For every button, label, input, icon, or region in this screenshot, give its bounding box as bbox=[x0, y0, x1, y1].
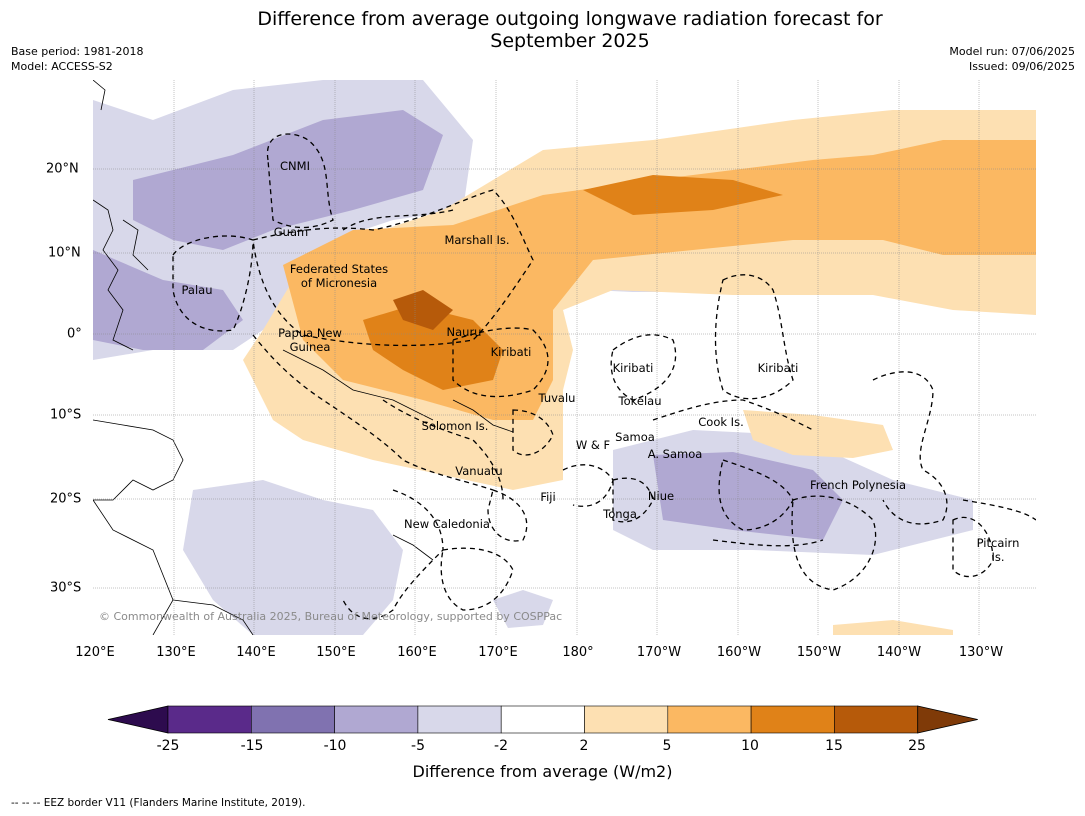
colorbar-tick: 10 bbox=[741, 738, 759, 754]
label-guam: Guam bbox=[274, 225, 308, 239]
lat-tick: 0° bbox=[67, 326, 82, 342]
label-kiribati-east: Kiribati bbox=[758, 361, 799, 375]
title-line-2: September 2025 bbox=[490, 30, 650, 52]
label-fiji: Fiji bbox=[540, 490, 555, 504]
label-marshall-is: Marshall Is. bbox=[444, 233, 509, 247]
lon-tick: 170°W bbox=[636, 645, 682, 660]
colorbar-swatch bbox=[750, 705, 835, 734]
lat-tick: 20°N bbox=[46, 161, 79, 177]
map-title: Difference from average outgoing longwav… bbox=[0, 8, 1085, 52]
colorbar bbox=[107, 705, 978, 734]
colorbar-tick: 5 bbox=[662, 738, 672, 754]
colorbar-tick: -5 bbox=[411, 738, 425, 754]
colorbar-tick: -10 bbox=[323, 738, 347, 754]
title-line-1: Difference from average outgoing longwav… bbox=[257, 8, 883, 30]
lon-tick: 130°E bbox=[156, 645, 196, 660]
label-niue: Niue bbox=[648, 489, 674, 503]
colorbar-extend-high bbox=[917, 705, 978, 734]
lon-tick: 180° bbox=[562, 645, 594, 660]
lon-tick: 160°E bbox=[397, 645, 437, 660]
colorbar-tick: 15 bbox=[825, 738, 843, 754]
label-solomon-is: Solomon Is. bbox=[422, 419, 489, 433]
colorbar-tick: 25 bbox=[908, 738, 926, 754]
coastlines bbox=[93, 80, 514, 635]
colorbar-swatch bbox=[500, 705, 585, 734]
meta-left: Base period: 1981-2018 Model: ACCESS-S2 bbox=[11, 44, 143, 74]
label-vanuatu: Vanuatu bbox=[455, 464, 502, 478]
label-wallis-futuna: W & F bbox=[576, 438, 610, 452]
label-cnmi: CNMI bbox=[280, 159, 310, 173]
lon-tick: 140°W bbox=[876, 645, 922, 660]
lon-tick: 150°W bbox=[796, 645, 842, 660]
label-nauru: Nauru bbox=[447, 325, 482, 339]
lon-tick: 160°W bbox=[716, 645, 762, 660]
colorbar-extend-low bbox=[107, 705, 169, 734]
colorbar-swatch bbox=[167, 705, 252, 734]
negative-anomaly-fields bbox=[93, 80, 973, 635]
model-name: Model: ACCESS-S2 bbox=[11, 60, 113, 73]
label-cook-is: Cook Is. bbox=[698, 415, 743, 429]
label-tuvalu: Tuvalu bbox=[538, 391, 576, 405]
colorbar-swatch bbox=[334, 705, 419, 734]
colorbar-title: Difference from average (W/m2) bbox=[412, 762, 673, 781]
label-png-line1: Papua New bbox=[278, 326, 342, 340]
label-new-caledonia: New Caledonia bbox=[404, 517, 490, 531]
lat-tick: 10°N bbox=[48, 245, 81, 261]
lat-tick: 20°S bbox=[50, 491, 82, 507]
region-labels: CNMI Guam Marshall Is. Federated States … bbox=[182, 159, 1020, 564]
issued-date: Issued: 09/06/2025 bbox=[968, 60, 1075, 73]
model-run: Model run: 07/06/2025 bbox=[949, 45, 1075, 58]
lon-tick: 130°W bbox=[958, 645, 1004, 660]
colorbar-swatch bbox=[834, 705, 919, 734]
colorbar-tick: -15 bbox=[240, 738, 264, 754]
label-kiribati-west: Kiribati bbox=[491, 345, 532, 359]
graticule bbox=[93, 80, 1036, 635]
meta-right: Model run: 07/06/2025 Issued: 09/06/2025 bbox=[949, 44, 1075, 74]
label-samoa: Samoa bbox=[615, 430, 655, 444]
label-tonga: Tonga bbox=[602, 507, 637, 521]
label-american-samoa: A. Samoa bbox=[648, 447, 703, 461]
colorbar-swatches bbox=[107, 705, 978, 734]
label-tokelau: Tokelau bbox=[618, 394, 662, 408]
colorbar-tick: -2 bbox=[494, 738, 508, 754]
colorbar-swatch bbox=[417, 705, 502, 734]
base-period: Base period: 1981-2018 bbox=[11, 45, 144, 58]
eez-legend-note: -- -- -- EEZ border V11 (Flanders Marine… bbox=[11, 797, 306, 809]
label-palau: Palau bbox=[182, 283, 213, 297]
lat-tick: 30°S bbox=[50, 580, 82, 596]
label-fsm-line1: Federated States bbox=[290, 262, 388, 276]
label-pitcairn-line2: Is. bbox=[991, 550, 1004, 564]
colorbar-swatch bbox=[251, 705, 335, 734]
copyright-notice: © Commonwealth of Australia 2025, Bureau… bbox=[99, 610, 562, 623]
lon-tick: 150°E bbox=[316, 645, 356, 660]
eez-borders bbox=[172, 133, 1036, 620]
label-pitcairn-line1: Pitcairn bbox=[977, 536, 1020, 550]
lon-tick: 140°E bbox=[236, 645, 276, 660]
lat-tick: 10°S bbox=[50, 407, 82, 423]
colorbar-tick: -25 bbox=[156, 738, 180, 754]
label-kiribati-central: Kiribati bbox=[613, 361, 654, 375]
label-png-line2: Guinea bbox=[290, 340, 331, 354]
label-fsm-line2: of Micronesia bbox=[301, 276, 377, 290]
colorbar-swatch bbox=[667, 705, 752, 734]
positive-anomaly-fields bbox=[243, 110, 1036, 635]
colorbar-tick: 2 bbox=[579, 738, 589, 754]
colorbar-swatch bbox=[584, 705, 669, 734]
lon-tick: 170°E bbox=[478, 645, 518, 660]
olr-map: CNMI Guam Marshall Is. Federated States … bbox=[93, 80, 1036, 635]
label-french-polynesia: French Polynesia bbox=[810, 478, 906, 492]
lon-tick: 120°E bbox=[75, 645, 115, 660]
